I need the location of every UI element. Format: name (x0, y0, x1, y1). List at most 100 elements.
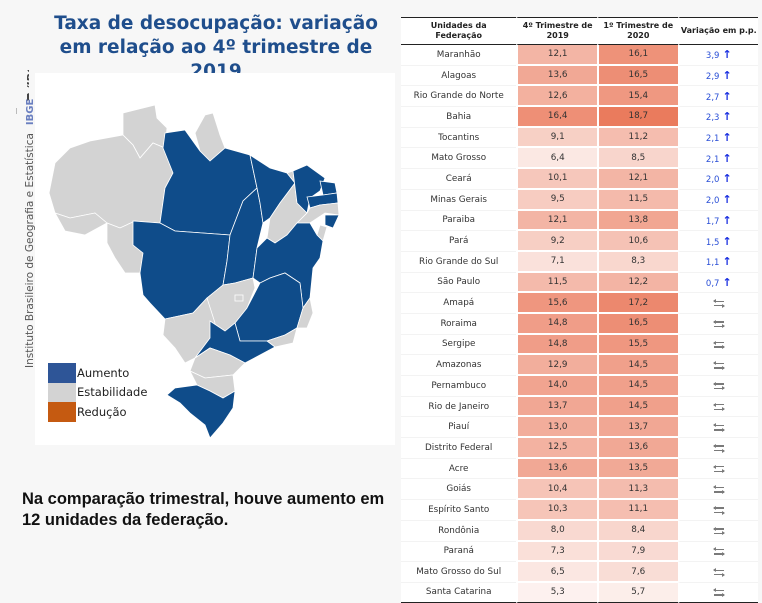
cell-t4-2019: 11,5 (516, 272, 597, 294)
swap-arrows-icon (712, 401, 725, 412)
variacao-value: 1,7 (705, 216, 720, 227)
cell-variacao (677, 479, 758, 501)
cell-variacao (677, 458, 758, 480)
cell-t4-2019: 7,1 (516, 251, 597, 273)
cell-uf: Ceará (401, 169, 517, 190)
cell-uf: Rio de Janeiro (401, 397, 517, 418)
variacao-value: 2,1 (705, 154, 720, 165)
cell-uf: Tocantins (401, 128, 517, 149)
cell-uf: Paraná (401, 542, 517, 563)
header-t1-2020: 1º Trimestre de 2020 (596, 17, 678, 45)
table-row: Distrito Federal 12,5 13,6 (401, 438, 758, 459)
map-state-df (234, 294, 244, 302)
brazil-map-svg (48, 104, 340, 439)
swap-arrows-icon (712, 567, 725, 578)
cell-t1-2020: 17,2 (596, 293, 678, 314)
cell-t4-2019: 9,2 (516, 231, 597, 252)
cell-t4-2019: 13,0 (516, 417, 597, 439)
svg-text:/IBGE: /IBGE (25, 70, 29, 92)
cell-t1-2020: 11,2 (596, 127, 678, 149)
variacao-value: 2,9 (705, 72, 720, 83)
cell-t1-2020: 13,5 (596, 458, 678, 480)
cell-t4-2019: 6,4 (516, 148, 597, 170)
cell-t1-2020: 15,5 (596, 334, 678, 356)
ibge-logo: /IBGE (5, 70, 29, 101)
cell-variacao (677, 582, 758, 603)
cell-t1-2020: 11,1 (596, 500, 678, 521)
cell-t4-2019: 13,7 (516, 396, 597, 418)
cell-t4-2019: 13,6 (516, 458, 597, 480)
swap-arrows-icon (712, 546, 725, 557)
cell-t1-2020: 13,6 (596, 438, 678, 459)
table-row: Piauí 13,0 13,7 (401, 417, 758, 439)
swap-arrows-icon (712, 380, 725, 391)
table-row: Goiás 10,4 11,3 (401, 479, 758, 501)
cell-variacao: 2,0 ↑ (677, 169, 758, 190)
cell-uf: Rondônia (401, 521, 517, 542)
cell-t1-2020: 16,1 (596, 45, 678, 66)
cell-t1-2020: 5,7 (596, 582, 678, 603)
cell-t4-2019: 14,8 (516, 313, 597, 335)
swap-arrows-icon (712, 442, 725, 453)
cell-t1-2020: 16,5 (596, 313, 678, 335)
swap-arrows-icon (712, 298, 725, 309)
cell-uf: Mato Grosso do Sul (401, 562, 517, 583)
header-variacao: Variação em p.p. (677, 17, 758, 45)
cell-t4-2019: 9,5 (516, 189, 597, 211)
arrow-up-icon: ↑ (722, 151, 732, 165)
map-legend: Aumento Estabilidade Redução (48, 363, 147, 422)
cell-t1-2020: 8,3 (596, 251, 678, 273)
table-row: Paraiba 12,1 13,8 1,7 ↑ (401, 210, 758, 232)
table-row: Paraná 7,3 7,9 (401, 541, 758, 563)
variacao-value: 2,7 (705, 92, 720, 103)
brazil-map: Aumento Estabilidade Redução (35, 73, 395, 445)
sidebar: /IBGE Instituto Brasileiro de Geografia … (0, 0, 36, 562)
cell-t1-2020: 13,8 (596, 210, 678, 232)
legend-item-reducao: Redução (48, 402, 147, 422)
table-row: São Paulo 11,5 12,2 0,7 ↑ (401, 272, 758, 294)
sidebar-divider (16, 108, 17, 114)
table-row: Bahia 16,4 18,7 2,3 ↑ (401, 107, 758, 128)
table-row: Mato Grosso 6,4 8,5 2,1 ↑ (401, 148, 758, 170)
table-row: Amapá 15,6 17,2 (401, 293, 758, 314)
cell-t1-2020: 18,7 (596, 107, 678, 128)
cell-variacao (677, 396, 758, 418)
swap-arrows-icon (712, 339, 725, 350)
cell-t1-2020: 8,5 (596, 148, 678, 170)
cell-uf: Roraima (401, 314, 517, 335)
header-uf: Unidades da Federação (401, 17, 517, 45)
swap-arrows-icon (712, 587, 725, 598)
map-state-rn (319, 180, 338, 196)
legend-swatch-estabilidade (48, 382, 76, 402)
cell-uf: Piauí (401, 417, 517, 439)
variacao-value: 2,0 (705, 175, 720, 186)
arrow-up-icon: ↑ (722, 234, 732, 248)
table-row: Pará 9,2 10,6 1,5 ↑ (401, 231, 758, 252)
table-row: Tocantins 9,1 11,2 2,1 ↑ (401, 127, 758, 149)
cell-uf: São Paulo (401, 273, 517, 294)
cell-t4-2019: 10,4 (516, 479, 597, 501)
cell-uf: Minas Gerais (401, 190, 517, 211)
cell-uf: Sergipe (401, 335, 517, 356)
table-row: Pernambuco 14,0 14,5 (401, 376, 758, 397)
legend-item-aumento: Aumento (48, 363, 147, 383)
cell-t1-2020: 14,5 (596, 396, 678, 418)
arrow-up-icon: ↑ (722, 69, 732, 83)
cell-uf: Alagoas (401, 66, 517, 87)
swap-arrows-icon (712, 318, 725, 329)
cell-variacao (677, 293, 758, 314)
cell-t4-2019: 16,4 (516, 107, 597, 128)
cell-uf: Paraiba (401, 211, 517, 232)
swap-arrows-icon (712, 422, 725, 433)
table-header-row: Unidades da Federação 4º Trimestre de 20… (401, 17, 758, 45)
map-state-sp (194, 320, 276, 364)
cell-t1-2020: 8,4 (596, 520, 678, 542)
cell-uf: Rio Grande do Sul (401, 252, 517, 273)
cell-uf: Mato Grosso (401, 148, 517, 170)
arrow-up-icon: ↑ (722, 275, 732, 289)
arrow-up-icon: ↑ (722, 193, 732, 207)
cell-variacao (677, 355, 758, 376)
cell-variacao: 1,1 ↑ (677, 251, 758, 273)
cell-variacao: 2,3 ↑ (677, 107, 758, 128)
table-row: Espírito Santo 10,3 11,1 (401, 500, 758, 521)
